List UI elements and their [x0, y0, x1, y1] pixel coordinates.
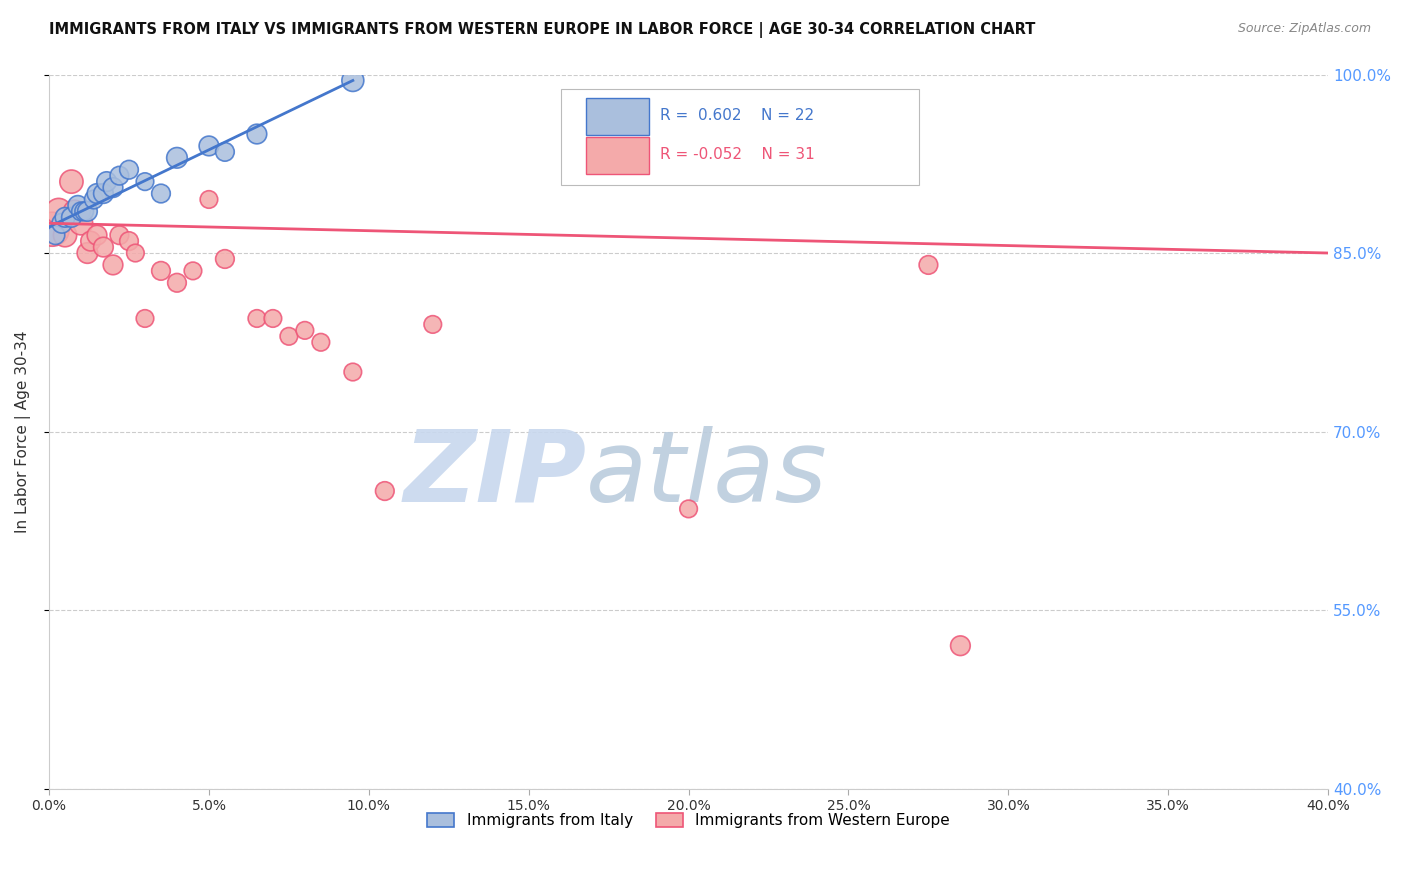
Point — [181, 264, 204, 278]
Text: R =  0.602    N = 22: R = 0.602 N = 22 — [661, 108, 814, 123]
Point — [917, 258, 939, 272]
Point — [79, 234, 101, 248]
Point — [53, 228, 76, 243]
Point — [73, 204, 96, 219]
Point — [678, 501, 700, 516]
Point — [118, 234, 141, 248]
Point — [51, 216, 73, 230]
Point — [76, 204, 98, 219]
Text: Source: ZipAtlas.com: Source: ZipAtlas.com — [1237, 22, 1371, 36]
Point — [70, 204, 93, 219]
Point — [166, 276, 188, 290]
FancyBboxPatch shape — [586, 136, 650, 174]
Point — [246, 311, 269, 326]
Point — [63, 204, 86, 219]
Point — [309, 335, 332, 350]
Text: IMMIGRANTS FROM ITALY VS IMMIGRANTS FROM WESTERN EUROPE IN LABOR FORCE | AGE 30-: IMMIGRANTS FROM ITALY VS IMMIGRANTS FROM… — [49, 22, 1036, 38]
FancyBboxPatch shape — [561, 89, 920, 186]
Point — [41, 222, 63, 236]
Point — [60, 211, 83, 225]
Point — [108, 169, 131, 183]
Point — [101, 180, 124, 194]
Point — [83, 193, 105, 207]
Point — [93, 240, 115, 254]
Point — [198, 193, 221, 207]
Point — [60, 175, 83, 189]
FancyBboxPatch shape — [586, 98, 650, 135]
Legend: Immigrants from Italy, Immigrants from Western Europe: Immigrants from Italy, Immigrants from W… — [420, 807, 956, 834]
Point — [214, 145, 236, 159]
Point — [76, 246, 98, 260]
Point — [93, 186, 115, 201]
Text: R = -0.052    N = 31: R = -0.052 N = 31 — [661, 147, 815, 162]
Point — [198, 139, 221, 153]
Y-axis label: In Labor Force | Age 30-34: In Labor Force | Age 30-34 — [15, 330, 31, 533]
Point — [101, 258, 124, 272]
Text: atlas: atlas — [586, 425, 828, 523]
Point — [949, 639, 972, 653]
Point — [166, 151, 188, 165]
Point — [108, 228, 131, 243]
Point — [214, 252, 236, 266]
Point — [149, 186, 172, 201]
Point — [149, 264, 172, 278]
Point — [374, 483, 396, 498]
Point — [86, 186, 108, 201]
Point — [342, 73, 364, 87]
Point — [422, 318, 444, 332]
Point — [294, 323, 316, 337]
Point — [342, 365, 364, 379]
Point — [262, 311, 284, 326]
Point — [66, 198, 89, 212]
Point — [96, 175, 118, 189]
Point — [246, 127, 269, 141]
Text: ZIP: ZIP — [404, 425, 586, 523]
Point — [44, 228, 66, 243]
Point — [53, 211, 76, 225]
Point — [48, 204, 70, 219]
Point — [134, 311, 156, 326]
Point — [70, 216, 93, 230]
Point — [277, 329, 299, 343]
Point — [124, 246, 146, 260]
Point — [86, 228, 108, 243]
Point — [134, 175, 156, 189]
Point — [118, 162, 141, 177]
